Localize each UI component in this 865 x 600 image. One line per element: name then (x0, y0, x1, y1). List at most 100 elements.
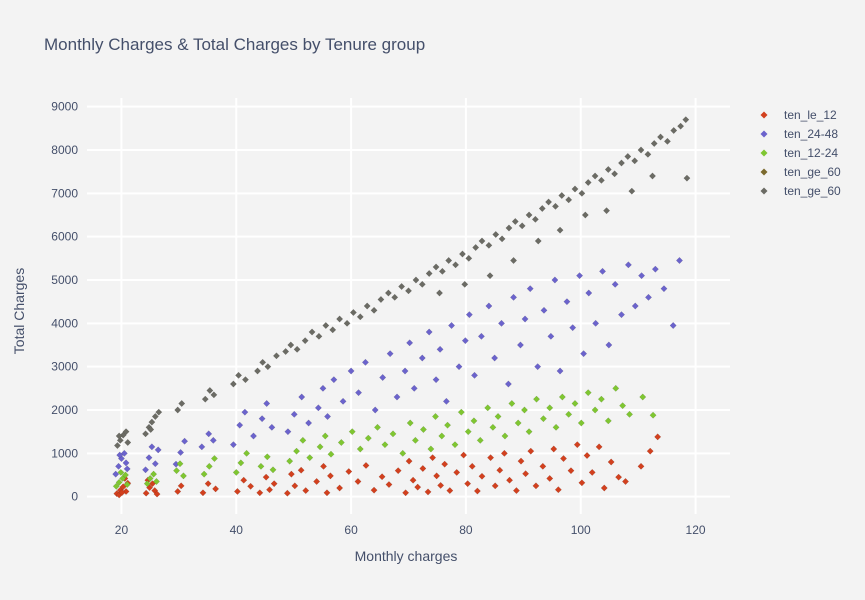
data-point (649, 172, 656, 180)
data-point (533, 395, 541, 403)
data-point (123, 481, 131, 489)
data-point (611, 280, 619, 288)
data-point (556, 367, 564, 375)
chart-title: Monthly Charges & Total Charges by Tenur… (44, 35, 425, 54)
data-point (115, 432, 123, 440)
data-point (521, 315, 529, 323)
data-point (406, 339, 414, 347)
legend-item[interactable]: ten_12-24 (760, 146, 839, 160)
data-point (510, 293, 518, 301)
data-point (243, 449, 251, 457)
data-point (142, 466, 150, 474)
data-point (663, 137, 671, 145)
data-point (604, 417, 612, 425)
data-point (327, 450, 335, 458)
x-axis-title: Monthly charges (355, 548, 458, 564)
legend[interactable]: ten_le_12 ten_24-48 ten_12-24 ten_ge_60 ten_… (760, 108, 842, 198)
data-point (393, 393, 401, 401)
data-point (436, 345, 444, 353)
data-point (337, 439, 345, 446)
data-point (591, 172, 599, 180)
data-point (498, 319, 505, 327)
data-point (584, 389, 592, 397)
data-point (259, 358, 267, 366)
data-point (286, 457, 294, 465)
data-point (374, 423, 381, 431)
data-point (683, 174, 691, 182)
data-point (291, 482, 299, 490)
data-point (525, 211, 533, 219)
data-point (531, 215, 539, 223)
data-point (501, 432, 509, 440)
x-tick-label: 60 (344, 523, 358, 537)
data-point (576, 272, 584, 280)
data-point (124, 439, 132, 446)
data-point (347, 367, 355, 375)
data-point (578, 479, 586, 487)
data-point (270, 480, 278, 488)
data-point (379, 374, 387, 381)
legend-label: ten_12-24 (784, 146, 838, 160)
data-point (377, 296, 385, 303)
legend-item[interactable]: ten_24-48 (760, 127, 839, 141)
data-point (472, 244, 480, 251)
legend-item[interactable]: ten_ge_60 (760, 165, 842, 179)
data-point (301, 337, 309, 345)
data-point (398, 283, 406, 290)
data-point (419, 426, 427, 433)
data-point (682, 116, 690, 124)
data-point (384, 289, 392, 297)
data-point (577, 419, 585, 427)
data-point (437, 481, 445, 489)
data-point (336, 315, 344, 323)
legend-marker (760, 130, 768, 138)
gridlines (87, 98, 730, 514)
data-point (287, 470, 295, 478)
data-point (496, 466, 504, 474)
x-tick-label: 120 (686, 523, 706, 537)
data-point (522, 470, 530, 478)
data-point (349, 309, 357, 316)
x-tick-label: 20 (115, 523, 129, 537)
data-point (556, 226, 564, 234)
legend-item[interactable]: ten_ge_60 (760, 184, 842, 198)
data-point (145, 454, 153, 462)
data-point (429, 454, 437, 462)
data-point (147, 426, 155, 433)
data-point (322, 322, 330, 329)
data-point (491, 354, 499, 362)
legend-marker (760, 111, 768, 119)
data-point (650, 140, 658, 147)
data-point (637, 462, 645, 470)
data-point (552, 423, 560, 431)
data-point (263, 400, 271, 407)
data-point (545, 198, 553, 206)
legend-label: ten_ge_60 (784, 184, 841, 198)
data-point (209, 436, 217, 444)
legend-marker (760, 187, 768, 195)
data-point (293, 345, 301, 353)
data-point (461, 280, 469, 288)
data-point (142, 430, 150, 438)
data-point (142, 489, 150, 497)
data-point (581, 211, 589, 219)
data-point (651, 265, 659, 273)
data-point (263, 453, 271, 461)
legend-item[interactable]: ten_le_12 (760, 108, 838, 122)
data-point (320, 462, 328, 470)
data-point (583, 452, 591, 459)
data-point (298, 393, 306, 401)
data-point (153, 490, 161, 498)
data-point (316, 443, 324, 451)
data-point (176, 460, 184, 468)
data-point (526, 285, 534, 293)
data-point (118, 489, 126, 497)
y-tick-label: 5000 (51, 273, 78, 287)
data-point (573, 441, 581, 449)
data-point (199, 489, 207, 497)
data-point (438, 267, 446, 275)
data-point (402, 489, 410, 497)
data-point (487, 454, 495, 462)
data-point (646, 447, 654, 455)
data-point (432, 413, 439, 420)
